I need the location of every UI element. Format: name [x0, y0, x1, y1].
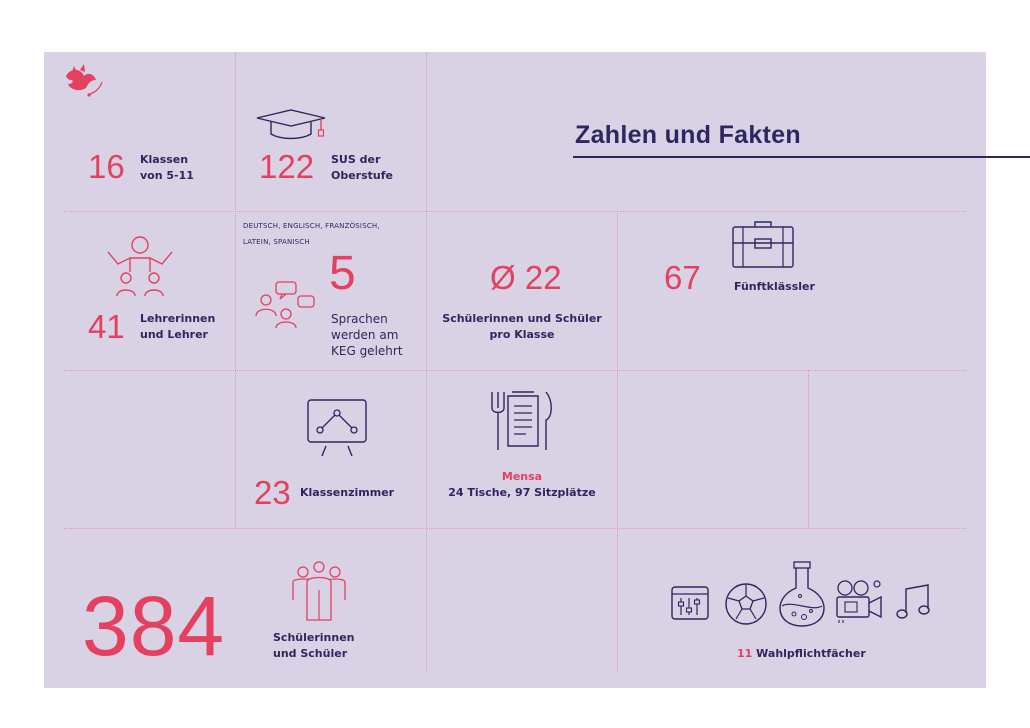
wahlpflicht-label-row: 11 Wahlpflichtfächer [737, 646, 866, 662]
lehrer-label-line1: Lehrerinnen [140, 312, 216, 325]
sprachen-label-line1: Sprachen [331, 312, 388, 326]
mensa-title: Mensa [501, 470, 543, 483]
oberstufe-label-line1: SUS der [331, 153, 381, 166]
mensa-label: 24 Tische, 97 Sitzplätze [448, 486, 596, 499]
title-underline [573, 156, 1030, 158]
klassen-number: 16 [88, 148, 125, 185]
oberstufe-label-line2: Oberstufe [331, 169, 393, 182]
graduation-cap-icon [256, 109, 326, 140]
briefcase-icon [732, 221, 794, 268]
flask-icon [779, 561, 825, 627]
music-note-icon [896, 584, 930, 619]
grid-line [64, 528, 966, 529]
wahlpflicht-label: Wahlpflichtfächer [756, 647, 866, 660]
football-icon [725, 583, 767, 625]
students-group-icon [292, 561, 346, 621]
klassengroesse-number: Ø 22 [490, 259, 562, 296]
klassen-label-line2: von 5-11 [140, 169, 194, 182]
klassenzimmer-label: Klassenzimmer [300, 486, 395, 499]
klassengroesse-label-line1: Schülerinnen und Schüler [442, 312, 602, 325]
fuenftklaessler-number: 67 [664, 259, 701, 296]
grid-line [64, 370, 966, 371]
klassenzimmer-number: 23 [254, 474, 291, 511]
grid-line [808, 370, 809, 528]
klassengroesse-label-line2: pro Klasse [489, 328, 555, 341]
grid-line [617, 211, 618, 672]
bird-logo-icon [66, 64, 103, 97]
sprachen-list-line1: DEUTSCH, ENGLISCH, FRANZÖSISCH, [243, 222, 380, 230]
menu-card-cutlery-icon [491, 391, 552, 450]
oberstufe-number: 122 [259, 148, 315, 185]
schueler-label-line1: Schülerinnen [273, 631, 355, 644]
sprachen-label-line3: KEG gelehrt [331, 344, 403, 358]
presentation-board-icon [307, 399, 367, 457]
teachers-icon [107, 236, 173, 297]
speech-bubbles-people-icon [255, 281, 315, 329]
fuenftklaessler-label: Fünftklässler [734, 280, 815, 293]
grid-line [426, 52, 427, 672]
wahlpflicht-number: 11 [737, 647, 753, 660]
sprachen-list-line2: LATEIN, SPANISCH [243, 238, 310, 246]
grid-line [64, 211, 966, 212]
sprachen-label-line2: werden am [331, 328, 399, 342]
lehrer-number: 41 [88, 308, 125, 345]
sprachen-number: 5 [329, 247, 356, 300]
klassen-label-line1: Klassen [140, 153, 189, 166]
film-camera-icon [836, 580, 882, 623]
schueler-label-line2: und Schüler [273, 647, 348, 660]
page-title: Zahlen und Fakten [575, 121, 801, 149]
grid-line [235, 52, 236, 528]
lehrer-label-line2: und Lehrer [140, 328, 208, 341]
schueler-number: 384 [82, 579, 226, 673]
mixer-icon [671, 586, 709, 620]
